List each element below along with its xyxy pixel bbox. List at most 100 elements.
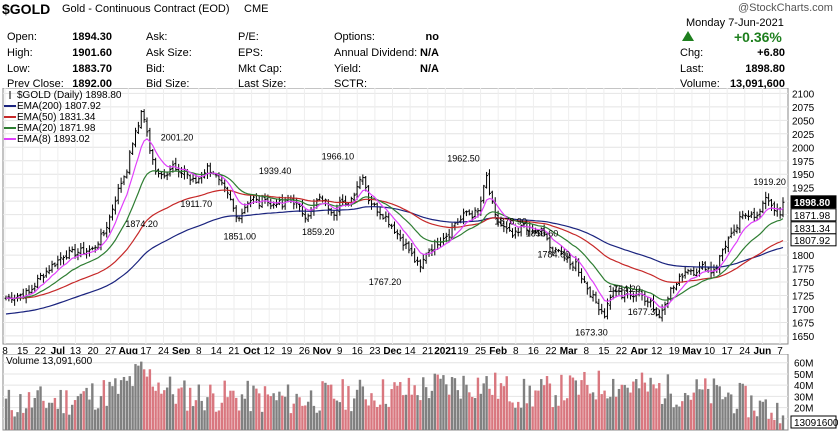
price-bar bbox=[410, 243, 414, 257]
volume-bar bbox=[59, 389, 62, 430]
volume-bar bbox=[278, 391, 281, 430]
volume-bar bbox=[704, 378, 707, 430]
price-bar bbox=[692, 266, 696, 277]
volume-bar bbox=[42, 400, 45, 430]
volume-bar bbox=[709, 403, 713, 430]
price-bar bbox=[510, 228, 514, 238]
price-annotation: 1859.20 bbox=[302, 227, 335, 237]
price-bar bbox=[738, 211, 742, 234]
volume-bar bbox=[148, 369, 152, 430]
stat-label: Open: bbox=[7, 31, 37, 43]
price-bar bbox=[82, 241, 86, 255]
volume-bar bbox=[361, 386, 365, 430]
volume-bar bbox=[88, 399, 91, 430]
stat-value: 1894.30 bbox=[72, 31, 112, 43]
price-annotation: 1919.20 bbox=[753, 177, 786, 187]
price-bar bbox=[41, 273, 45, 283]
volume-bar bbox=[419, 400, 422, 430]
price-bar bbox=[162, 169, 166, 179]
volume-bar bbox=[485, 376, 488, 430]
volume-bar bbox=[554, 395, 557, 430]
volume-bar bbox=[378, 404, 382, 430]
volume-bar bbox=[537, 390, 540, 430]
volume-bar bbox=[137, 365, 140, 430]
volume-bar bbox=[309, 390, 313, 430]
volume-bar bbox=[50, 402, 54, 430]
x-tick-label: Aug bbox=[119, 346, 138, 354]
x-tick-label: 22 bbox=[545, 346, 557, 354]
price-bar bbox=[741, 210, 745, 220]
volume-bar bbox=[111, 386, 114, 430]
volume-bar bbox=[660, 403, 664, 430]
volume-bar bbox=[755, 416, 759, 430]
volume-bar bbox=[465, 384, 468, 430]
price-bar bbox=[404, 238, 408, 250]
x-tick-label: 8 bbox=[513, 346, 519, 354]
volume-bar bbox=[194, 400, 198, 430]
price-annotation: 1677.30 bbox=[628, 307, 661, 317]
price-bar bbox=[749, 211, 753, 218]
volume-bar bbox=[91, 383, 94, 430]
volume-bar bbox=[255, 388, 258, 430]
price-chart: 2100207520502025200019751950192519001875… bbox=[2, 88, 837, 354]
price-bar bbox=[735, 224, 739, 234]
x-tick-label: Nov bbox=[313, 346, 332, 354]
volume-bar bbox=[232, 390, 235, 430]
price-tag-box bbox=[790, 233, 837, 247]
volume-bar bbox=[416, 395, 419, 430]
price-bar bbox=[536, 229, 540, 237]
volume-bar bbox=[499, 383, 503, 430]
volume-bar bbox=[177, 388, 180, 430]
plot-area bbox=[2, 88, 789, 345]
price-bar bbox=[372, 202, 376, 207]
price-bar bbox=[608, 294, 612, 310]
y-tick-label: 2100 bbox=[792, 89, 815, 100]
price-bar bbox=[675, 282, 679, 291]
volume-bar bbox=[358, 379, 362, 430]
volume-bar bbox=[724, 397, 727, 430]
price-bar bbox=[47, 265, 51, 275]
price-bar bbox=[568, 253, 572, 270]
price-bar bbox=[580, 268, 584, 284]
volume-bar bbox=[462, 375, 465, 430]
volume-bar bbox=[471, 396, 474, 430]
volume-bar bbox=[597, 370, 601, 430]
volume-bar bbox=[367, 405, 370, 430]
price-bar bbox=[159, 171, 163, 180]
stat-label: P/E: bbox=[238, 31, 259, 43]
y-tick-label: 1675 bbox=[792, 318, 815, 329]
volume-bar bbox=[19, 394, 22, 430]
price-bar bbox=[732, 224, 736, 236]
volume-bar bbox=[744, 385, 747, 430]
price-bar bbox=[603, 308, 607, 319]
volume-bar bbox=[384, 403, 388, 430]
stat-value: 1898.80 bbox=[745, 63, 785, 75]
x-tick-label: 22 bbox=[35, 346, 47, 354]
price-bar bbox=[562, 249, 566, 262]
volume-bar bbox=[721, 399, 724, 430]
price-bar bbox=[277, 196, 281, 206]
volume-bar bbox=[10, 410, 13, 430]
price-bar bbox=[329, 207, 333, 216]
volume-bar bbox=[695, 379, 698, 430]
volume-bar bbox=[246, 380, 249, 430]
volume-bar bbox=[36, 390, 39, 430]
volume-bar bbox=[689, 399, 693, 430]
x-tick-label: Apr bbox=[630, 346, 647, 354]
price-bar bbox=[582, 275, 586, 283]
volume-bar bbox=[640, 372, 644, 430]
price-annotation: 1851.00 bbox=[224, 232, 257, 242]
x-tick-label: Jul bbox=[51, 346, 66, 354]
price-annotation: 1966.10 bbox=[322, 152, 355, 162]
price-bar bbox=[332, 210, 336, 221]
x-tick-label: 7 bbox=[777, 346, 783, 354]
price-bar bbox=[605, 298, 609, 320]
price-bar bbox=[67, 246, 71, 260]
price-bar bbox=[657, 309, 661, 319]
volume-bar bbox=[318, 410, 321, 430]
volume-bar bbox=[502, 386, 506, 430]
volume-bar bbox=[730, 394, 733, 430]
price-bar bbox=[174, 157, 178, 171]
price-bar bbox=[128, 150, 132, 175]
volume-bar bbox=[258, 393, 261, 430]
